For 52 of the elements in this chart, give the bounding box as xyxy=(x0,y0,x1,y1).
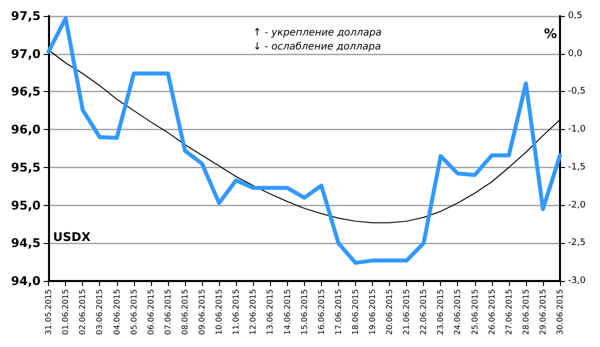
x-tick-label: 14.06.2015 xyxy=(282,289,292,335)
x-tick-label: 02.06.2015 xyxy=(78,289,88,335)
y2-tick-label: 0,0 xyxy=(568,48,583,59)
annotation: ↑ - укрепление доллара xyxy=(253,28,382,38)
x-tick-label: 03.06.2015 xyxy=(95,289,104,335)
y-tick-label: 94,0 xyxy=(11,274,41,288)
y2-tick-label: 0,5 xyxy=(568,11,582,21)
y-tick-label: 96,0 xyxy=(11,122,41,137)
x-tick-label: 13.06.2015 xyxy=(266,289,275,335)
y-tick-label: 94,5 xyxy=(11,236,41,250)
x-tick-label: 15.06.2015 xyxy=(300,289,309,335)
x-tick-label: 16.06.2015 xyxy=(316,289,326,335)
y2-tick-label: -3,0 xyxy=(568,276,586,286)
y2-tick-label: -0,5 xyxy=(568,86,586,97)
y2-axis-title: % xyxy=(544,27,558,42)
x-tick-label: 30.06.2015 xyxy=(556,289,564,335)
x-tick-label: 07.06.2015 xyxy=(163,289,172,335)
y-tick-label: 97,0 xyxy=(11,46,41,61)
x-tick-label: 18.06.2015 xyxy=(350,289,360,335)
x-tick-label: 17.06.2015 xyxy=(334,289,343,335)
x-tick-label: 25.06.2015 xyxy=(470,289,480,335)
y2-tick-label: -2,5 xyxy=(568,238,586,248)
x-tick-label: 20.06.2015 xyxy=(385,289,394,335)
x-tick-label: 08.06.2015 xyxy=(180,289,190,335)
x-tick-label: 09.06.2015 xyxy=(198,289,207,335)
x-tick-label: 11.06.2015 xyxy=(232,289,241,335)
x-tick-label: 23.06.2015 xyxy=(436,289,446,335)
annotation: ↓ - ослабление доллара xyxy=(253,42,381,52)
x-tick-label: 24.06.2015 xyxy=(453,289,462,335)
x-tick-label: 10.06.2015 xyxy=(214,289,224,335)
line-series xyxy=(46,16,562,265)
y-tick-label: 96,5 xyxy=(11,84,41,99)
y-tick-label: 95,0 xyxy=(11,198,41,212)
x-tick-label: 04.06.2015 xyxy=(112,289,122,335)
x-tick-label: 29.06.2015 xyxy=(538,289,548,335)
x-tick-label: 06.06.2015 xyxy=(146,289,156,335)
y2-tick-label: -1,0 xyxy=(568,124,586,135)
x-tick-label: 01.06.2015 xyxy=(61,289,70,335)
y2-tick-label: -1,5 xyxy=(568,162,586,172)
x-tick-label: 31.05.2015 xyxy=(44,289,54,335)
annotation: USDX xyxy=(53,230,92,244)
y-tick-label: 97,5 xyxy=(11,9,41,23)
x-tick-label: 26.06.2015 xyxy=(487,289,496,335)
x-tick-label: 12.06.2015 xyxy=(248,289,258,335)
x-tick-label: 05.06.2015 xyxy=(129,289,138,335)
y-tick-label: 95,5 xyxy=(11,160,41,174)
x-tick-label: 27.06.2015 xyxy=(504,289,514,335)
x-tick-label: 19.06.2015 xyxy=(368,289,377,335)
x-tick-label: 21.06.2015 xyxy=(402,289,412,335)
x-tick-label: 28.06.2015 xyxy=(521,289,530,335)
x-tick-label: 22.06.2015 xyxy=(419,289,428,335)
y2-tick-label: -2,0 xyxy=(568,200,586,210)
